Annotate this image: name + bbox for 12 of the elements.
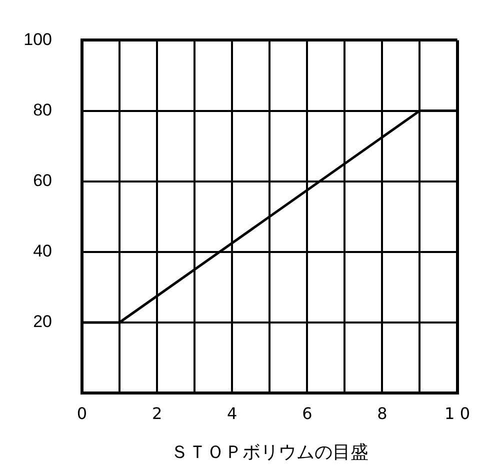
x-tick-label: 4 [227, 404, 238, 423]
y-tick-label: 100 [24, 30, 52, 49]
x-tick-label: 2 [152, 404, 162, 423]
y-tick-label: 40 [33, 242, 52, 261]
y-tick-label: 20 [33, 312, 52, 332]
x-tick-label: 1 0 [444, 404, 470, 423]
y-tick-label: 60 [33, 171, 52, 190]
x-tick-label: 0 [76, 404, 88, 423]
x-axis-title: ＳＴＯＰボリウムの目盛 [170, 442, 369, 463]
x-tick-label: 6 [302, 404, 312, 423]
x-tick-label: 8 [377, 404, 388, 423]
y-tick-label: 80 [33, 100, 52, 120]
